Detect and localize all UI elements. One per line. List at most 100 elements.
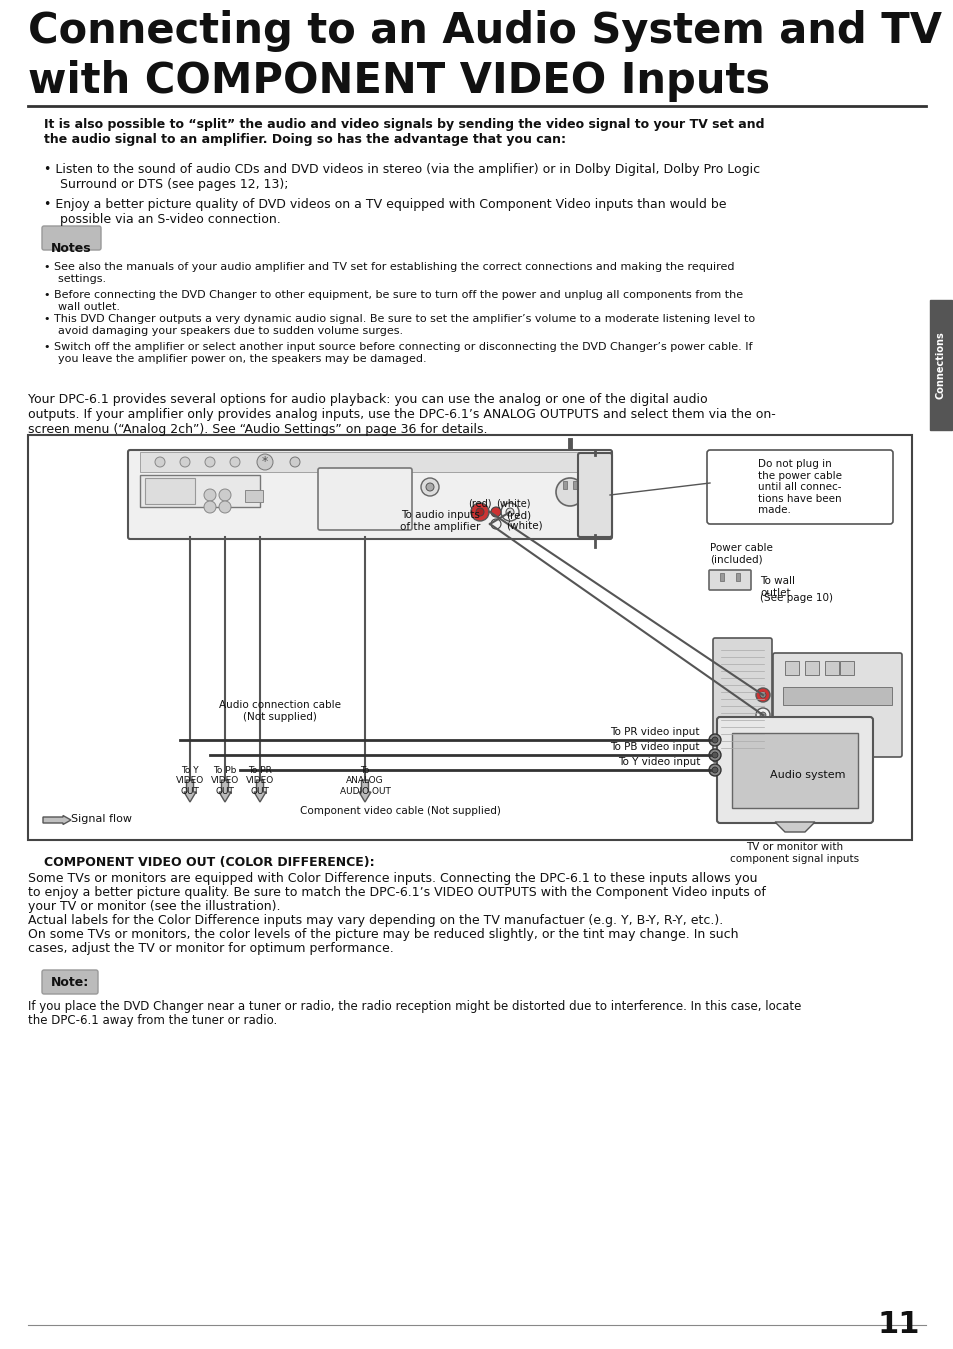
Text: To PR video input: To PR video input [610,727,700,737]
Polygon shape [774,822,814,832]
Text: If you place the DVD Changer near a tuner or radio, the radio reception might be: If you place the DVD Changer near a tune… [28,1000,801,1013]
Text: to enjoy a better picture quality. Be sure to match the DPC-6.1’s VIDEO OUTPUTS : to enjoy a better picture quality. Be su… [28,886,765,898]
Bar [782,687,891,706]
Text: • Listen to the sound of audio CDs and DVD videos in stereo (via the amplifier) : • Listen to the sound of audio CDs and D… [44,163,760,192]
Text: • See also the manuals of your audio amplifier and TV set for establishing the c: • See also the manuals of your audio amp… [44,262,734,283]
Circle shape [426,483,434,491]
Text: • Switch off the amplifier or select another input source before connecting or d: • Switch off the amplifier or select ano… [44,343,752,364]
Circle shape [205,457,214,467]
Circle shape [755,708,769,722]
FancyBboxPatch shape [717,718,872,823]
Bar [804,661,818,674]
FancyArrow shape [43,816,71,824]
Text: To audio inputs
of the amplifier: To audio inputs of the amplifier [399,510,479,532]
FancyBboxPatch shape [706,451,892,523]
Circle shape [500,503,518,521]
Text: On some TVs or monitors, the color levels of the picture may be reduced slightly: On some TVs or monitors, the color level… [28,928,738,942]
Text: It is also possible to “split” the audio and video signals by sending the video : It is also possible to “split” the audio… [44,117,763,146]
FancyArrow shape [253,780,266,803]
Circle shape [556,478,583,506]
FancyBboxPatch shape [578,453,612,537]
Text: Component video cable (Not supplied): Component video cable (Not supplied) [299,805,500,816]
Text: To PB video input: To PB video input [610,742,700,751]
FancyBboxPatch shape [772,653,901,757]
Text: (red): (red) [505,510,531,519]
FancyArrow shape [184,780,195,803]
Circle shape [491,507,500,517]
Text: *: * [262,456,268,468]
Circle shape [760,712,765,718]
Bar [824,661,838,674]
Text: (red): (red) [468,499,491,509]
Bar [731,733,857,808]
Bar [562,482,566,488]
Text: To PR
VIDEO
OUT: To PR VIDEO OUT [246,766,274,796]
Circle shape [219,500,231,513]
Circle shape [711,751,718,758]
Bar [720,573,723,581]
Bar [784,661,799,674]
Circle shape [290,457,299,467]
Text: Connections: Connections [935,331,945,399]
Circle shape [711,768,718,773]
Text: (white): (white) [496,499,530,509]
Circle shape [230,457,240,467]
Circle shape [180,457,190,467]
Circle shape [755,688,769,701]
Bar [735,573,740,581]
Circle shape [810,722,816,728]
Circle shape [786,722,792,728]
Text: Audio system: Audio system [769,770,844,780]
FancyBboxPatch shape [42,970,98,994]
Circle shape [708,764,720,776]
Circle shape [360,478,378,496]
Text: 11: 11 [877,1310,919,1340]
Text: To Pb
VIDEO
OUT: To Pb VIDEO OUT [211,766,239,796]
FancyBboxPatch shape [708,571,750,590]
Bar [245,490,263,502]
Text: • This DVD Changer outputs a very dynamic audio signal. Be sure to set the ampli: • This DVD Changer outputs a very dynami… [44,314,755,336]
Circle shape [331,478,349,496]
FancyArrow shape [358,780,371,803]
Text: the DPC-6.1 away from the tuner or radio.: the DPC-6.1 away from the tuner or radio… [28,1014,277,1027]
Text: • Before connecting the DVD Changer to other equipment, be sure to turn off the : • Before connecting the DVD Changer to o… [44,290,742,312]
Circle shape [491,519,500,529]
FancyArrow shape [219,780,231,803]
Text: Your DPC-6.1 provides several options for audio playback: you can use the analog: Your DPC-6.1 provides several options fo… [28,393,775,436]
Text: Note:: Note: [51,975,89,989]
Text: TV or monitor with
component signal inputs: TV or monitor with component signal inpu… [730,842,859,863]
Circle shape [395,483,403,491]
Text: • Enjoy a better picture quality of DVD videos on a TV equipped with Component V: • Enjoy a better picture quality of DVD … [44,198,726,227]
Text: Power cable
(included): Power cable (included) [709,544,772,565]
Text: Audio connection cable
(Not supplied): Audio connection cable (Not supplied) [219,700,340,722]
Circle shape [256,455,273,469]
Circle shape [711,737,718,743]
Circle shape [708,749,720,761]
Circle shape [799,722,804,728]
Text: your TV or monitor (see the illustration).: your TV or monitor (see the illustration… [28,900,280,913]
Text: To
ANALOG
AUDIO OUT: To ANALOG AUDIO OUT [339,766,390,796]
Text: Connecting to an Audio System and TV: Connecting to an Audio System and TV [28,9,941,53]
Circle shape [708,734,720,746]
Circle shape [335,483,344,491]
Text: To wall
outlet: To wall outlet [760,576,794,598]
Circle shape [219,488,231,500]
Bar [145,478,194,505]
Bar [28,434,911,840]
Text: COMPONENT VIDEO OUT (COLOR DIFFERENCE):: COMPONENT VIDEO OUT (COLOR DIFFERENCE): [44,857,375,869]
Text: cases, adjust the TV or monitor for optimum performance.: cases, adjust the TV or monitor for opti… [28,942,394,955]
Text: Actual labels for the Color Difference inputs may vary depending on the TV manuf: Actual labels for the Color Difference i… [28,915,722,927]
Bar [140,452,599,472]
Circle shape [760,692,765,697]
Circle shape [476,509,483,517]
Circle shape [204,500,215,513]
FancyBboxPatch shape [712,638,771,762]
FancyBboxPatch shape [42,227,101,250]
Bar [140,475,260,507]
Circle shape [505,509,514,517]
Text: (See page 10): (See page 10) [760,594,832,603]
FancyBboxPatch shape [317,468,412,530]
Bar [929,299,951,430]
Bar [840,661,853,674]
Circle shape [420,478,438,496]
